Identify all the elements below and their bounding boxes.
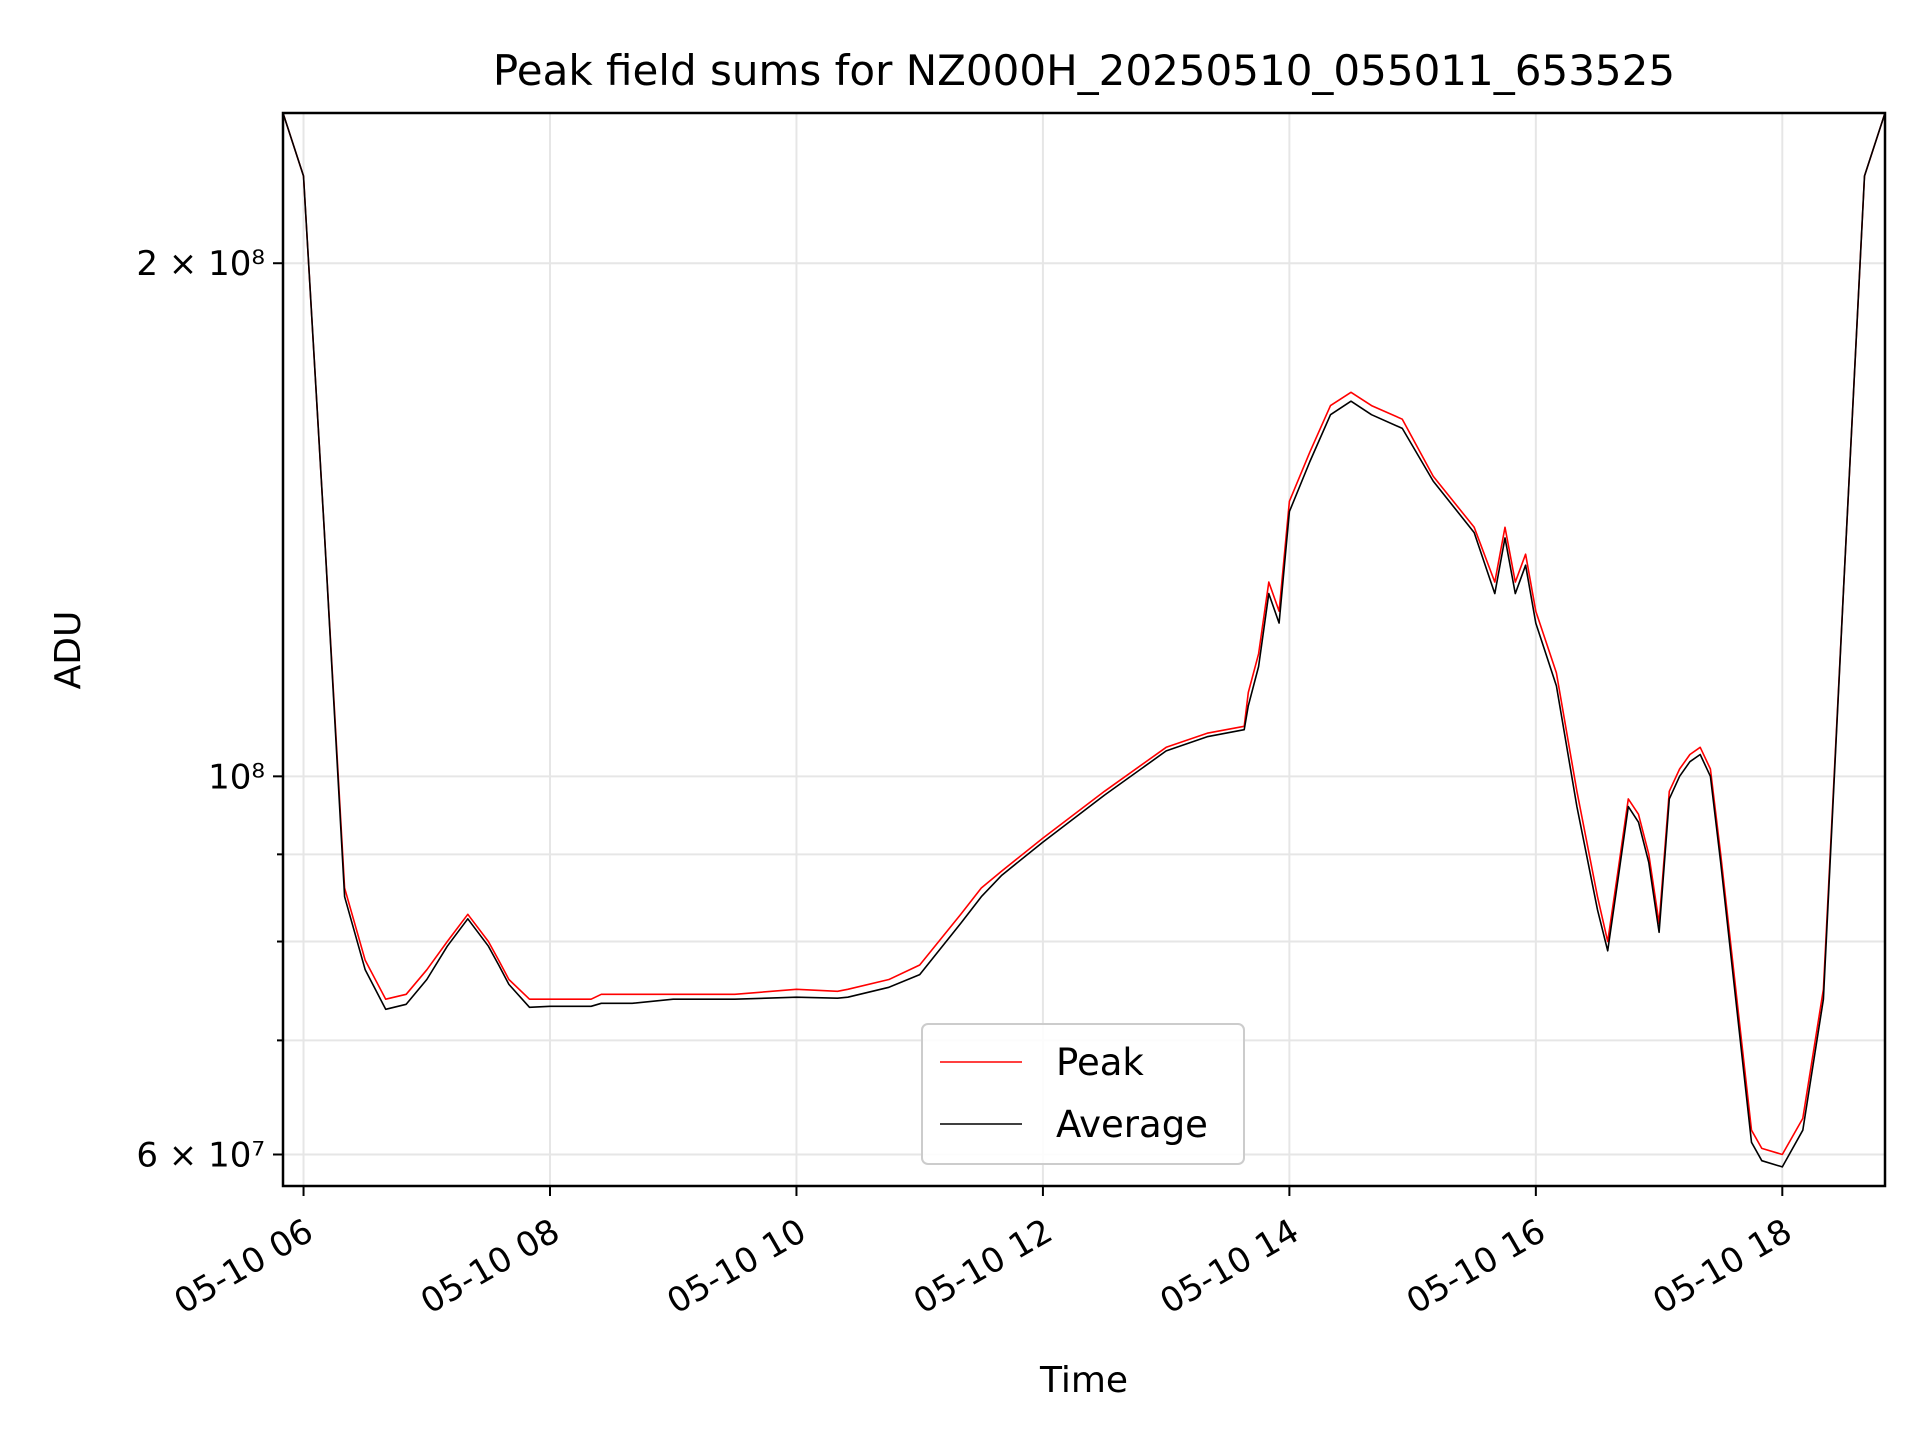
x-axis-label: Time <box>1039 1360 1128 1401</box>
x-tick-label: 05-10 08 <box>414 1211 566 1322</box>
series-lines <box>282 112 1886 1168</box>
x-tick-label: 05-10 16 <box>1400 1211 1552 1322</box>
legend: Peak Average <box>921 1023 1245 1165</box>
x-tick-label: 05-10 10 <box>661 1211 813 1322</box>
grid <box>283 113 1885 1186</box>
y-tick-label: 6 × 10⁷ <box>136 1135 265 1175</box>
legend-label-average: Average <box>1056 1103 1208 1146</box>
y-tick-label: 10⁸ <box>208 757 265 797</box>
y-tick-label: 2 × 10⁸ <box>136 244 265 284</box>
series-line-average <box>282 112 1886 1168</box>
legend-label-peak: Peak <box>1056 1041 1144 1084</box>
y-axis-label: ADU <box>48 611 89 690</box>
series-line-peak <box>282 112 1886 1156</box>
x-tick-label: 05-10 12 <box>907 1211 1059 1322</box>
chart-title: Peak field sums for NZ000H_20250510_0550… <box>493 46 1675 95</box>
plot-frame <box>281 111 1887 1188</box>
x-tick-label: 05-10 14 <box>1153 1211 1305 1322</box>
x-tick-label: 05-10 18 <box>1646 1211 1798 1322</box>
x-tick-label: 05-10 06 <box>168 1211 320 1322</box>
legend-box <box>921 1023 1245 1165</box>
